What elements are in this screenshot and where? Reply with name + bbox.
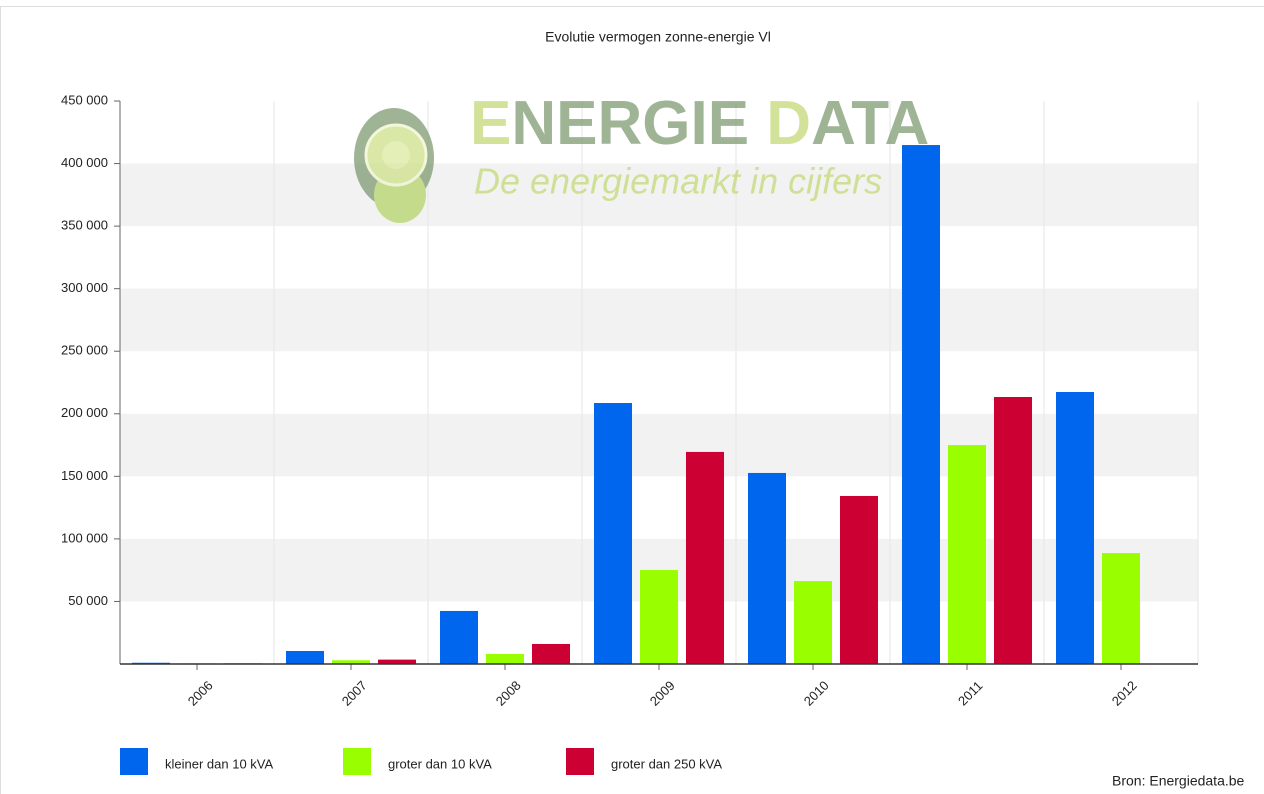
y-tick-label: 350 000 [61, 218, 108, 233]
bar [994, 397, 1032, 664]
legend-swatch [343, 748, 371, 775]
chart-title: Evolutie vermogen zonne-energie Vl [545, 29, 771, 45]
bar [948, 445, 986, 664]
legend-label: groter dan 10 kVA [388, 756, 492, 771]
bar [1056, 392, 1094, 664]
grid-band [120, 413, 1198, 477]
bar [1102, 553, 1140, 664]
y-tick-label: 100 000 [61, 530, 108, 545]
x-tick-label: 2006 [185, 678, 216, 709]
grid-band [120, 288, 1198, 352]
bar [686, 451, 724, 664]
bar [840, 495, 878, 664]
y-tick-label: 300 000 [61, 280, 108, 295]
bar [594, 403, 632, 664]
y-tick-label: 150 000 [61, 468, 108, 483]
bar [532, 643, 570, 664]
grid-band [120, 163, 1198, 227]
watermark-letter: D [766, 89, 811, 158]
bar [440, 610, 478, 664]
watermark-letter: E [470, 89, 511, 158]
y-tick-label: 400 000 [61, 155, 108, 170]
bar [378, 659, 416, 664]
y-tick-label: 250 000 [61, 343, 108, 358]
plot: 2006 2007 2008 2009 2010 2011 2012 kleiner dan … [120, 145, 1198, 775]
source: Bron: Energiedata.be [1112, 773, 1245, 789]
y-tick-label: 450 000 [61, 92, 108, 107]
bar [486, 653, 524, 664]
legend-swatch [120, 748, 148, 775]
legend-swatch [566, 748, 594, 775]
frame [0, 6, 1264, 794]
x-tick-label: 2010 [801, 678, 832, 709]
watermark: ENERGIE DATA De energiemarkt in cijfers [354, 89, 929, 223]
logo [382, 141, 410, 169]
bar [286, 650, 324, 664]
legend-label: groter dan 250 kVA [611, 756, 722, 771]
bar [902, 145, 940, 664]
x-tick-label: 2008 [493, 678, 524, 709]
bar [640, 570, 678, 664]
x-tick-label: 2007 [339, 678, 370, 709]
bar [332, 660, 370, 664]
watermark-word: NERGIE [511, 89, 766, 158]
bar [794, 581, 832, 664]
x-tick-label: 2011 [955, 678, 985, 708]
bar [748, 472, 786, 664]
x-tick-label: 2009 [647, 678, 678, 709]
y-tick-label: 50 000 [68, 593, 108, 608]
y-tick-label: 200 000 [61, 405, 108, 420]
legend-label: kleiner dan 10 kVA [165, 756, 273, 771]
x-tick-label: 2012 [1109, 678, 1140, 709]
watermark-title: ENERGIE DATA [470, 89, 929, 158]
watermark-subtitle: De energiemarkt in cijfers [474, 161, 882, 202]
